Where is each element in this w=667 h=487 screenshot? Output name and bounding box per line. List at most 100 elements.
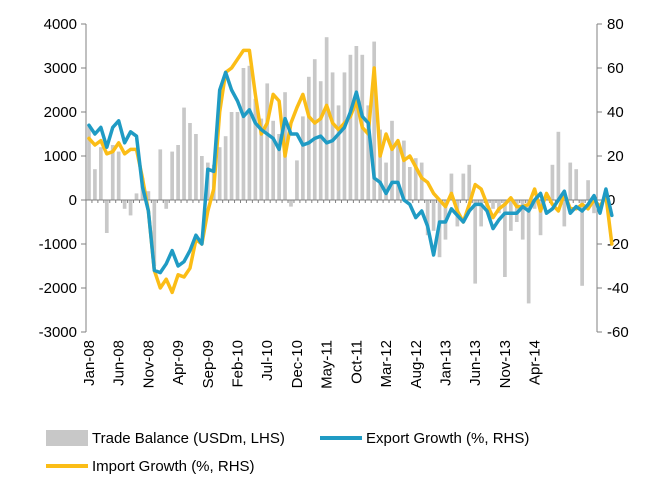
- trade-balance-bar: [580, 200, 584, 286]
- trade-balance-bar: [562, 200, 567, 227]
- left-tick-label: -2000: [39, 280, 77, 297]
- x-tick-label: Nov-08: [140, 340, 157, 388]
- x-tick-label: Dec-10: [289, 340, 306, 388]
- trade-balance-bar: [306, 76, 311, 200]
- trade-balance-bar: [289, 200, 293, 207]
- right-tick-label: 60: [607, 60, 624, 77]
- trade-balance-bar: [259, 118, 264, 200]
- trade-balance-bar: [348, 54, 353, 200]
- trade-balance-bar: [235, 112, 240, 200]
- trade-balance-bar: [241, 68, 246, 200]
- left-tick-label: 0: [69, 192, 77, 209]
- trade-balance-bar: [176, 145, 180, 200]
- growth-lines: [87, 48, 614, 295]
- trade-balance-bar: [188, 123, 192, 200]
- left-tick-label: 1000: [44, 148, 77, 165]
- trade-balance-bar: [568, 162, 573, 200]
- trade-balance-bars: [87, 37, 596, 304]
- x-tick-label: Jul-10: [259, 340, 276, 381]
- trade-balance-bar: [318, 81, 323, 200]
- trade-balance-bar: [396, 145, 400, 200]
- x-tick-label: Apr-09: [170, 340, 187, 385]
- trade-balance-bar: [556, 131, 561, 200]
- trade-balance-bar: [390, 120, 394, 200]
- legend-label: Trade Balance (USDm, LHS): [92, 430, 285, 447]
- trade-balance-bar: [146, 191, 151, 200]
- trade-balance-bar: [158, 149, 163, 200]
- trade-balance-bar: [431, 200, 436, 231]
- trade-balance-bar: [295, 160, 299, 200]
- trade-balance-bar: [194, 134, 198, 200]
- trade-balance-bar: [87, 125, 91, 200]
- x-tick-label: May-11: [319, 340, 336, 389]
- trade-balance-bar: [479, 200, 483, 227]
- legend-label: Export Growth (%, RHS): [366, 430, 529, 447]
- x-tick-label: Jan-08: [81, 340, 98, 386]
- trade-balance-bar: [407, 167, 412, 200]
- x-tick-label: Mar-12: [378, 340, 395, 388]
- trade-balance-bar: [592, 200, 596, 214]
- trade-balance-bar: [134, 193, 139, 200]
- trade-balance-bar: [550, 164, 555, 200]
- trade-balance-bar: [509, 200, 513, 231]
- x-tick-label: Feb-10: [230, 340, 247, 388]
- trade-balance-bar: [419, 162, 424, 200]
- trade-balance-bar: [99, 147, 103, 200]
- trade-balance-bar: [574, 169, 579, 200]
- trade-balance-bar: [378, 129, 382, 200]
- trade-balance-bar: [366, 105, 371, 200]
- trade-balance-bar: [182, 107, 186, 200]
- trade-balance-bar: [128, 200, 133, 216]
- trade-balance-bar: [265, 83, 270, 200]
- trade-balance-bar: [503, 200, 507, 277]
- trade-balance-bar: [324, 37, 329, 201]
- trade-balance-bar: [277, 134, 281, 200]
- right-tick-label: -40: [607, 280, 629, 297]
- trade-balance-bar: [402, 140, 406, 200]
- x-tick-label: Nov-13: [497, 340, 514, 388]
- trade-balance-bar: [116, 151, 121, 200]
- x-tick-label: Jan-13: [437, 340, 454, 386]
- right-tick-label: 40: [607, 104, 624, 121]
- trade-balance-bar: [110, 145, 115, 200]
- x-tick-label: Sep-09: [200, 340, 217, 388]
- legend-label: Import Growth (%, RHS): [92, 458, 255, 475]
- trade-balance-bar: [122, 200, 127, 209]
- trade-balance-bar: [271, 120, 276, 200]
- x-tick-label: Oct-11: [348, 340, 365, 384]
- trade-balance-bar: [526, 200, 531, 304]
- trade-balance-bar: [497, 200, 501, 214]
- trade-balance-bar: [152, 200, 157, 266]
- trade-balance-bar: [330, 72, 335, 200]
- trade-balance-bar: [164, 200, 169, 209]
- trade-balance-bar: [342, 72, 347, 200]
- export-growth-line: [87, 70, 614, 275]
- trade-balance-bar: [538, 200, 543, 236]
- trade-balance-bar: [467, 164, 472, 200]
- right-tick-label: 80: [607, 16, 624, 33]
- trade-balance-bar: [312, 59, 317, 201]
- x-tick-label: Jun-13: [467, 340, 484, 386]
- x-tick-label: Apr-14: [527, 340, 544, 385]
- trade-balance-bar: [229, 112, 234, 200]
- trade-balance-bar: [354, 46, 359, 200]
- x-tick-label: Jun-08: [111, 340, 128, 386]
- trade-balance-bar: [170, 151, 174, 200]
- trade-balance-bar: [491, 200, 495, 209]
- trade-balance-bar: [217, 147, 222, 200]
- left-tick-label: 4000: [44, 16, 77, 33]
- trade-balance-bar: [104, 200, 109, 233]
- left-tick-label: -1000: [39, 236, 77, 253]
- left-tick-label: 2000: [44, 104, 77, 121]
- trade-balance-bar: [425, 200, 430, 236]
- legend-swatch-trade-balance: [46, 430, 88, 446]
- trade-balance-bar: [336, 105, 341, 200]
- trade-balance-bar: [247, 65, 252, 200]
- trade-balance-bar: [473, 200, 478, 284]
- left-tick-label: -3000: [39, 324, 77, 341]
- x-tick-label: Aug-12: [408, 340, 425, 388]
- right-tick-label: -60: [607, 324, 629, 341]
- trade-balance-bar: [586, 180, 590, 200]
- trade-balance-bar: [223, 136, 228, 200]
